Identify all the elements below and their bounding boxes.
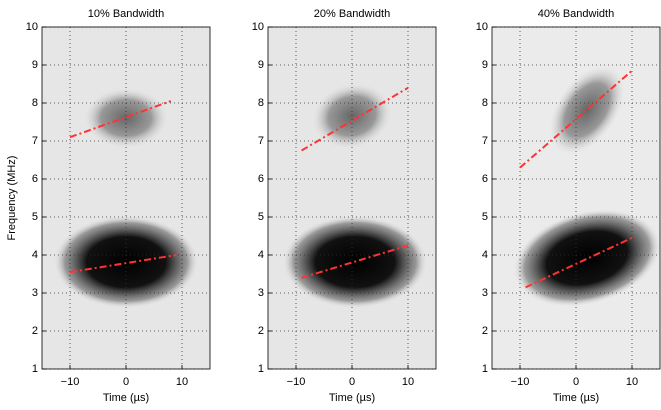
x-axis-label: Time (µs) — [329, 392, 375, 404]
chart-title: 20% Bandwidth — [314, 8, 390, 20]
y-tick-label: 7 — [258, 135, 264, 147]
y-tick-label: 1 — [258, 363, 264, 375]
chart-title: 40% Bandwidth — [538, 8, 614, 20]
y-tick-label: 10 — [26, 21, 38, 33]
fit-line — [69, 254, 177, 274]
x-tick-label: −10 — [511, 376, 530, 388]
y-tick-label: 1 — [32, 363, 38, 375]
y-tick-label: 7 — [482, 135, 488, 147]
y-tick-label: 9 — [482, 59, 488, 71]
fit-line — [301, 244, 409, 279]
y-tick-label: 10 — [252, 21, 264, 33]
x-axis-label: Time (µs) — [553, 392, 599, 404]
y-tick-label: 2 — [32, 325, 38, 337]
plot-frame — [491, 26, 661, 370]
y-tick-label: 5 — [482, 211, 488, 223]
y-tick-label: 6 — [482, 173, 488, 185]
y-tick-label: 2 — [482, 325, 488, 337]
fit-line — [519, 69, 633, 169]
heatmap — [268, 27, 436, 369]
fit-line — [301, 86, 409, 152]
x-axis-label: Time (µs) — [103, 392, 149, 404]
y-tick-label: 1 — [482, 363, 488, 375]
x-tick-label: −10 — [287, 376, 306, 388]
y-tick-label: 8 — [482, 97, 488, 109]
plot-frame — [267, 26, 437, 370]
y-tick-label: 4 — [32, 249, 38, 261]
y-tick-label: 4 — [482, 249, 488, 261]
x-tick-label: 0 — [349, 376, 355, 388]
y-tick-label: 4 — [258, 249, 264, 261]
fit-line — [525, 236, 633, 289]
y-tick-label: 9 — [32, 59, 38, 71]
y-tick-label: 5 — [32, 211, 38, 223]
chart-title: 10% Bandwidth — [88, 8, 164, 20]
y-tick-label: 10 — [476, 21, 488, 33]
y-tick-label: 8 — [32, 97, 38, 109]
x-tick-label: 10 — [176, 376, 188, 388]
x-tick-label: −10 — [61, 376, 80, 388]
y-tick-label: 9 — [258, 59, 264, 71]
y-tick-label: 2 — [258, 325, 264, 337]
x-tick-label: 10 — [402, 376, 414, 388]
x-tick-label: 10 — [626, 376, 638, 388]
x-tick-label: 0 — [573, 376, 579, 388]
y-tick-label: 6 — [258, 173, 264, 185]
heatmap — [492, 27, 660, 369]
y-tick-label: 3 — [258, 287, 264, 299]
plot-frame — [41, 26, 211, 370]
y-tick-label: 3 — [32, 287, 38, 299]
fit-line — [69, 100, 172, 139]
y-tick-label: 5 — [258, 211, 264, 223]
x-tick-label: 0 — [123, 376, 129, 388]
heatmap — [42, 27, 210, 369]
y-tick-label: 3 — [482, 287, 488, 299]
y-tick-label: 6 — [32, 173, 38, 185]
y-tick-label: 8 — [258, 97, 264, 109]
y-tick-label: 7 — [32, 135, 38, 147]
y-axis-label: Frequency (MHz) — [6, 156, 18, 241]
